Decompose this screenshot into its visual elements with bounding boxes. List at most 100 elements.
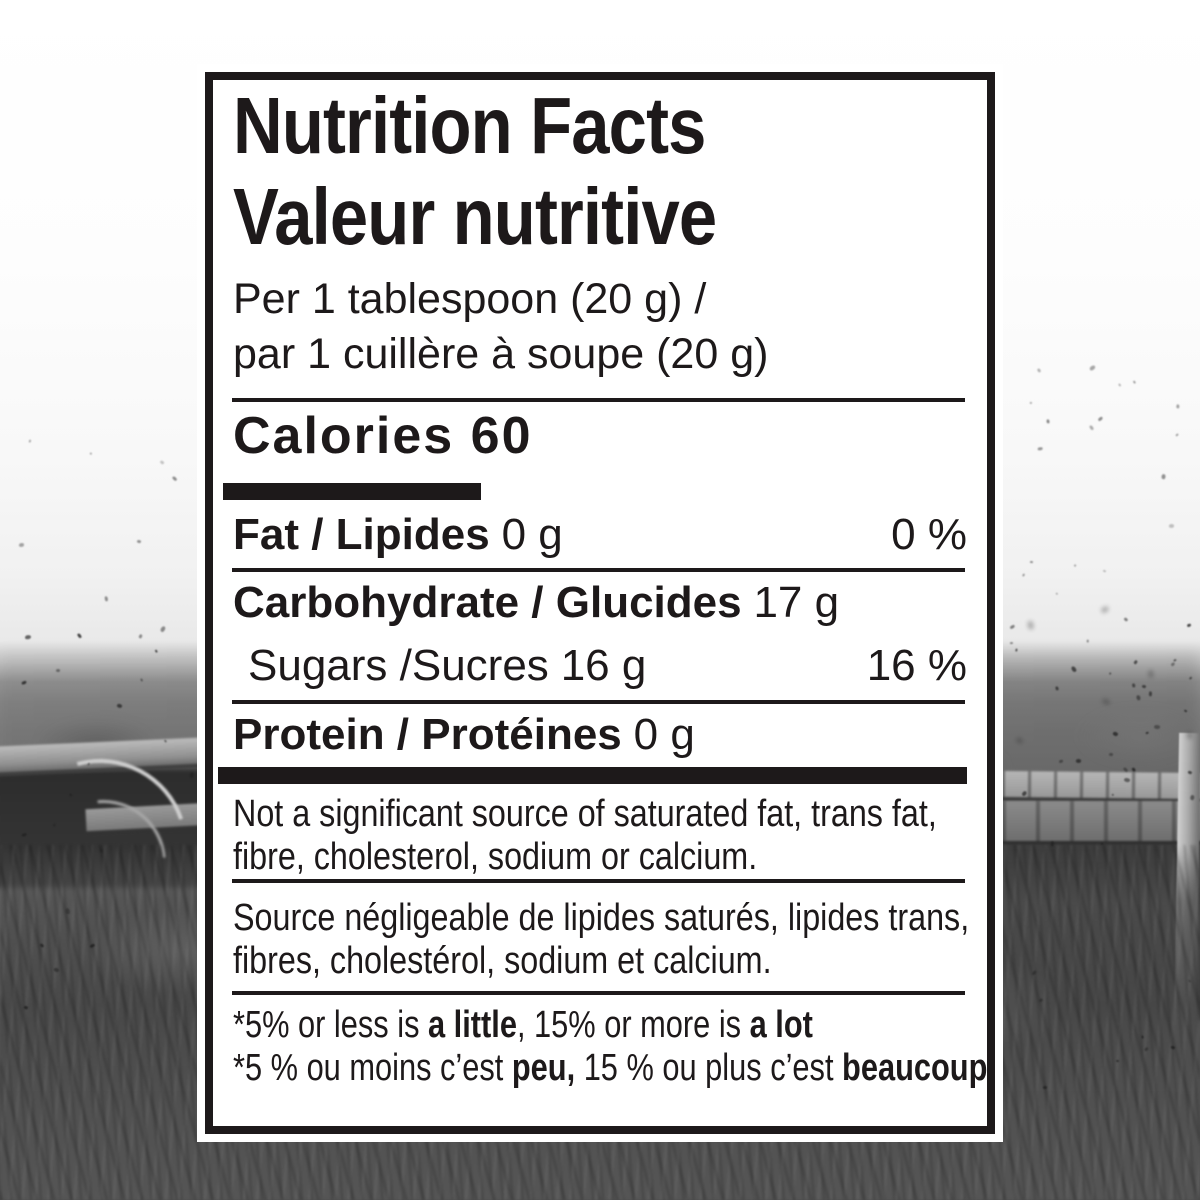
row-protein-label: Protein / Protéines 0 g xyxy=(233,710,695,759)
bee-speck xyxy=(1055,686,1060,692)
divider-sugars-protein xyxy=(232,700,965,704)
bee-speck xyxy=(55,669,60,673)
beehive-right-mid-slat xyxy=(1002,801,1200,844)
bee-speck xyxy=(116,702,124,709)
bee-speck xyxy=(1046,418,1050,424)
row-sugars-dv: 16 % xyxy=(866,641,967,690)
divider-above-calories xyxy=(232,398,965,402)
bee-speck xyxy=(104,595,108,601)
bee-speck xyxy=(23,1005,29,1009)
calories-underline-bar xyxy=(223,483,481,500)
bee-speck xyxy=(52,966,60,973)
title-fr: Valeur nutritive xyxy=(233,177,795,257)
bee-speck xyxy=(1015,648,1018,652)
bee-speck xyxy=(1038,446,1043,450)
row-fat: Fat / Lipides 0 g 0 % xyxy=(233,513,967,557)
bee-speck xyxy=(39,942,44,948)
bee-speck xyxy=(1100,605,1110,614)
bee-speck xyxy=(1073,564,1077,567)
bee-speck xyxy=(1038,998,1044,1003)
bee-speck xyxy=(1111,793,1114,797)
bee-speck xyxy=(1136,695,1140,701)
bee-speck xyxy=(1187,770,1192,775)
bee-speck xyxy=(76,632,82,638)
bee-speck xyxy=(1132,683,1136,688)
footnote-en: *5% or less is a little, 15% or more is … xyxy=(233,1004,813,1046)
bee-speck xyxy=(1022,573,1026,578)
bee-speck xyxy=(1056,592,1059,596)
bee-speck xyxy=(1183,709,1188,714)
bee-speck xyxy=(69,792,73,797)
note-fr: Source négligeable de lipides saturés, l… xyxy=(233,897,970,982)
note-en: Not a significant source of saturated fa… xyxy=(233,793,937,878)
divider-footnotes xyxy=(232,991,965,995)
bee-speck xyxy=(1112,730,1119,737)
bee-speck xyxy=(1176,404,1180,409)
bee-speck xyxy=(1161,474,1167,481)
bee-speck xyxy=(1153,724,1161,730)
bee-speck xyxy=(164,739,168,743)
bee-speck xyxy=(19,543,25,548)
bee-speck xyxy=(1145,731,1149,734)
bee-speck xyxy=(171,476,178,482)
bee-speck xyxy=(1168,523,1175,528)
serving-line-fr: par 1 cuillère à soupe (20 g) xyxy=(233,330,769,378)
calories-line: Calories 60 xyxy=(233,407,533,465)
bee-speck xyxy=(1071,665,1078,673)
bee-speck xyxy=(21,680,27,686)
bee-speck xyxy=(1117,383,1122,388)
bee-speck xyxy=(1096,416,1103,422)
bee-speck xyxy=(1122,767,1128,773)
row-sugars-label: Sugars /Sucres 16 g xyxy=(248,641,647,690)
row-protein: Protein / Protéines 0 g xyxy=(233,713,967,757)
bee-speck xyxy=(1141,683,1147,688)
divider-fat-carb xyxy=(232,568,965,572)
bee-speck xyxy=(65,908,70,915)
row-fat-dv: 0 % xyxy=(891,510,967,559)
bee-speck xyxy=(1188,676,1193,680)
bee-speck xyxy=(1009,624,1016,630)
bee-speck xyxy=(1037,368,1042,374)
bee-speck xyxy=(1175,432,1179,436)
row-carbohydrate: Carbohydrate / Glucides 17 g xyxy=(233,581,967,625)
separator-bar xyxy=(218,767,967,784)
bee-speck xyxy=(1101,842,1104,845)
bee-speck xyxy=(1189,794,1195,801)
bee-speck xyxy=(1172,658,1177,663)
bee-speck xyxy=(1170,662,1176,667)
title-en-text: Nutrition Facts xyxy=(233,81,706,170)
bee-speck xyxy=(1187,979,1192,983)
title-en: Nutrition Facts xyxy=(233,86,782,166)
bee-speck xyxy=(1148,690,1153,697)
bee-speck xyxy=(1186,623,1192,628)
bee-speck xyxy=(89,943,96,949)
bee-speck xyxy=(1103,569,1107,573)
bee-speck xyxy=(86,761,90,766)
bee-speck xyxy=(1124,616,1129,622)
bee-speck xyxy=(1187,731,1193,739)
bee-speck xyxy=(1108,672,1112,676)
bee-speck xyxy=(21,832,27,837)
bee-speck xyxy=(138,634,143,639)
bee-speck xyxy=(52,823,56,827)
bee-speck xyxy=(159,460,166,466)
bee-speck xyxy=(159,625,167,633)
bee-speck xyxy=(1133,380,1137,384)
row-fat-label: Fat / Lipides 0 g xyxy=(233,510,563,559)
bee-speck xyxy=(154,649,158,653)
bee-speck xyxy=(28,438,32,443)
panel-border xyxy=(205,72,995,1134)
bee-speck xyxy=(1026,620,1034,630)
bee-speck xyxy=(1075,758,1082,764)
nutrition-facts-panel: Nutrition Facts Valeur nutritive Per 1 t… xyxy=(197,64,1003,1142)
bee-speck xyxy=(1088,364,1096,371)
bee-speck xyxy=(1088,424,1094,431)
bee-speck xyxy=(1148,670,1154,678)
title-fr-text: Valeur nutritive xyxy=(233,172,717,261)
bee-speck xyxy=(1170,1044,1176,1050)
row-sugars: Sugars /Sucres 16 g 16 % xyxy=(248,644,967,688)
bee-speck xyxy=(1133,660,1138,665)
bee-speck xyxy=(1109,752,1114,757)
divider-notes xyxy=(232,879,965,883)
